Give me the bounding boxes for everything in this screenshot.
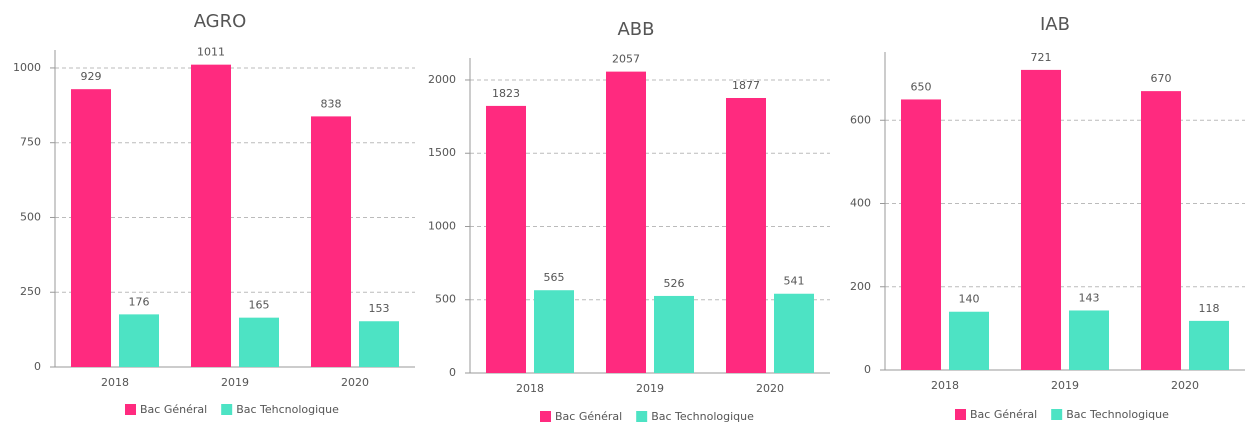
data-label: 118 bbox=[1199, 302, 1220, 315]
x-tick-label: 2018 bbox=[101, 376, 129, 389]
legend-swatch bbox=[125, 404, 136, 415]
legend-label: Bac Technologique bbox=[651, 410, 754, 423]
bar bbox=[119, 314, 159, 367]
data-label: 541 bbox=[784, 275, 805, 288]
legend-label: Bac Général bbox=[140, 403, 207, 416]
legend-swatch bbox=[540, 411, 551, 422]
y-tick-label: 500 bbox=[435, 293, 456, 306]
chart-title: IAB bbox=[1040, 14, 1070, 35]
legend-swatch bbox=[1051, 409, 1063, 420]
bar bbox=[1069, 310, 1109, 370]
legend-label: Bac Tehcnologique bbox=[236, 403, 339, 416]
x-tick-label: 2020 bbox=[756, 382, 784, 395]
data-label: 721 bbox=[1031, 51, 1052, 64]
bar bbox=[949, 311, 989, 370]
y-tick-label: 0 bbox=[449, 366, 456, 379]
data-label: 650 bbox=[911, 80, 932, 93]
bar bbox=[654, 295, 694, 373]
legend-label: Bac Général bbox=[555, 410, 622, 423]
data-label: 143 bbox=[1079, 291, 1100, 304]
y-tick-label: 400 bbox=[850, 197, 871, 210]
y-tick-label: 500 bbox=[20, 210, 41, 223]
x-tick-label: 2020 bbox=[1171, 379, 1199, 392]
y-tick-label: 2000 bbox=[428, 73, 456, 86]
bar bbox=[1189, 320, 1229, 370]
chart-title: AGRO bbox=[194, 11, 247, 32]
y-tick-label: 0 bbox=[34, 360, 41, 373]
bar bbox=[1021, 69, 1061, 371]
data-label: 526 bbox=[664, 277, 685, 290]
legend-swatch bbox=[636, 411, 648, 422]
data-label: 165 bbox=[249, 299, 270, 312]
data-label: 153 bbox=[369, 302, 390, 315]
bar bbox=[534, 290, 574, 373]
y-tick-label: 0 bbox=[864, 363, 871, 376]
y-tick-label: 1500 bbox=[428, 146, 456, 159]
bar bbox=[1141, 91, 1181, 370]
bar bbox=[191, 64, 231, 367]
y-tick-label: 600 bbox=[850, 113, 871, 126]
y-tick-label: 250 bbox=[20, 285, 41, 298]
data-label: 1823 bbox=[492, 87, 520, 100]
y-tick-label: 1000 bbox=[13, 61, 41, 74]
x-tick-label: 2018 bbox=[516, 382, 544, 395]
data-label: 670 bbox=[1151, 72, 1172, 85]
x-tick-label: 2019 bbox=[1051, 379, 1079, 392]
data-label: 176 bbox=[129, 295, 150, 308]
legend-label: Bac Technologique bbox=[1066, 408, 1169, 421]
data-label: 565 bbox=[544, 271, 565, 284]
data-label: 1011 bbox=[197, 46, 225, 59]
bar bbox=[359, 321, 399, 367]
bar bbox=[71, 89, 111, 367]
data-label: 929 bbox=[81, 70, 102, 83]
x-tick-label: 2018 bbox=[931, 379, 959, 392]
data-label: 140 bbox=[959, 293, 980, 306]
chart-title: ABB bbox=[617, 19, 654, 40]
y-tick-label: 200 bbox=[850, 280, 871, 293]
legend-swatch bbox=[221, 404, 233, 415]
x-tick-label: 2020 bbox=[341, 376, 369, 389]
x-tick-label: 2019 bbox=[221, 376, 249, 389]
bar bbox=[774, 293, 814, 373]
data-label: 838 bbox=[321, 97, 342, 110]
bar bbox=[239, 317, 279, 367]
data-label: 2057 bbox=[612, 53, 640, 66]
bar bbox=[486, 105, 526, 373]
y-tick-label: 750 bbox=[20, 136, 41, 149]
legend-label: Bac Général bbox=[970, 408, 1037, 421]
bar bbox=[311, 116, 351, 367]
bar bbox=[726, 97, 766, 373]
y-tick-label: 1000 bbox=[428, 219, 456, 232]
bar bbox=[901, 99, 941, 371]
x-tick-label: 2019 bbox=[636, 382, 664, 395]
legend-swatch bbox=[955, 409, 966, 420]
data-label: 1877 bbox=[732, 79, 760, 92]
bar bbox=[606, 71, 646, 373]
